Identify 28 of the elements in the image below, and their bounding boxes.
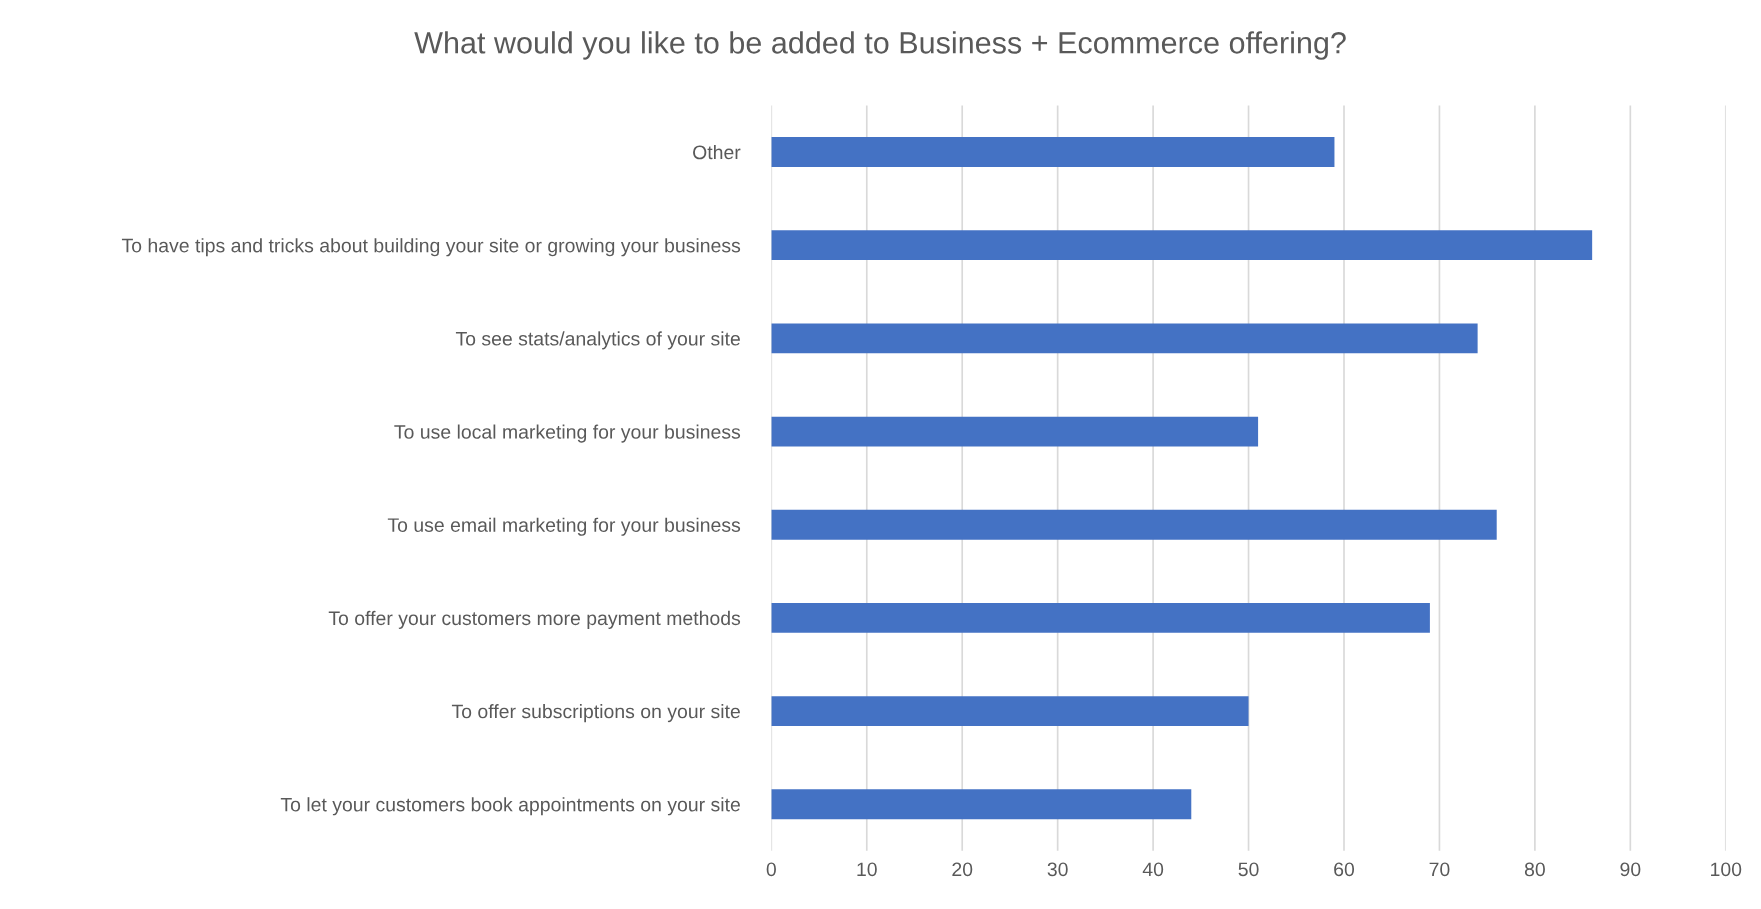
x-tick-label: 40 <box>1142 862 1164 877</box>
bar <box>771 323 1478 354</box>
x-tick-label: 30 <box>1047 862 1068 877</box>
bar <box>771 789 1192 820</box>
bar <box>771 230 1593 261</box>
bar <box>771 696 1249 726</box>
x-tick-label: 60 <box>1334 862 1355 877</box>
bar <box>771 602 1430 633</box>
bar <box>771 509 1497 540</box>
y-tick-label: To let your customers book appointments on your site <box>280 797 740 816</box>
x-tick-label: 10 <box>857 862 877 877</box>
y-tick-label: Other <box>693 144 741 160</box>
x-tick-label: 80 <box>1524 862 1545 877</box>
bar <box>771 137 1335 167</box>
y-tick-label: To see stats/analytics of your site <box>455 331 740 350</box>
x-tick-label: 90 <box>1620 862 1641 877</box>
x-tick-label: 70 <box>1429 862 1450 877</box>
y-tick-label: To have tips and tricks about building your site or growing your business <box>121 238 741 257</box>
x-tick-label: 50 <box>1238 862 1259 877</box>
y-tick-label: To offer subscriptions on your site <box>451 704 740 723</box>
x-tick-label: 0 <box>766 862 776 877</box>
bar <box>771 416 1259 447</box>
y-tick-label: To use local marketing for your business <box>394 424 741 443</box>
y-tick-label: To use email marketing for your business <box>387 517 741 536</box>
y-tick-label: To offer your customers more payment methods <box>328 610 741 629</box>
chart-title: What would you like to be added to Business + Ecommerce offering? <box>414 31 1346 60</box>
x-tick-label: 100 <box>1711 862 1742 877</box>
x-tick-label: 20 <box>952 862 973 877</box>
